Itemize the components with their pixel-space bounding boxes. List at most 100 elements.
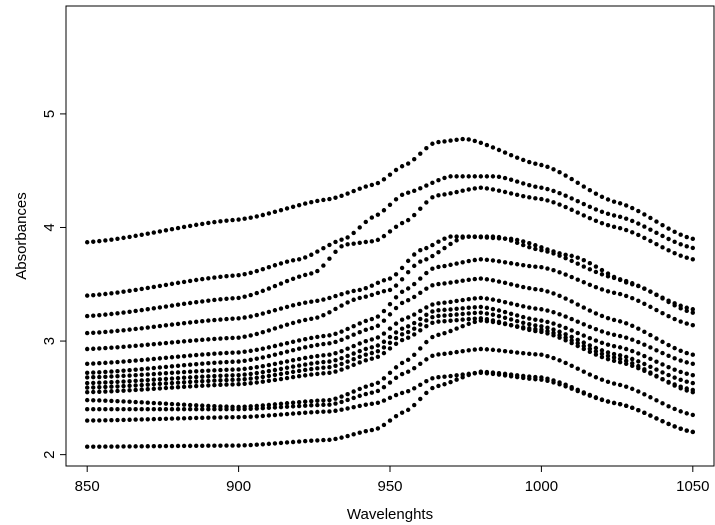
data-point-series-9 (460, 306, 465, 311)
data-point-series-11 (115, 388, 120, 394)
data-point-series-1 (278, 207, 284, 213)
data-point-series-4 (242, 315, 247, 320)
data-point-series-10 (393, 335, 399, 341)
data-point-series-15 (412, 402, 417, 408)
data-point-series-3 (260, 288, 266, 294)
data-point-series-7 (660, 339, 665, 345)
data-point-series-7 (327, 341, 332, 346)
data-point-series-6 (490, 258, 496, 263)
data-point-series-8 (133, 372, 138, 378)
data-point-series-6 (557, 270, 562, 275)
data-point-series-6 (278, 342, 284, 347)
data-point-series-7 (284, 349, 290, 354)
data-point-series-10 (115, 384, 120, 389)
data-point-series-2 (605, 211, 611, 217)
data-point-series-3 (121, 310, 126, 315)
data-point-series-2 (539, 185, 544, 190)
data-point-series-1 (557, 170, 562, 175)
data-point-series-6 (345, 326, 350, 332)
data-point-series-4 (436, 239, 441, 244)
data-point-series-7 (97, 370, 102, 375)
data-point-series-4 (127, 327, 132, 332)
data-point-series-13 (127, 407, 132, 412)
data-point-series-4 (224, 316, 229, 322)
data-point-series-8 (139, 372, 144, 377)
data-point-series-5 (581, 257, 586, 263)
data-point-series-7 (399, 300, 405, 306)
data-point-series-4 (121, 328, 126, 333)
data-point-series-15 (266, 441, 272, 447)
data-point-series-2 (587, 204, 593, 210)
data-point-series-8 (296, 356, 302, 362)
data-point-series-7 (684, 350, 689, 356)
y-tick-label: 2 (41, 450, 58, 458)
data-point-series-5 (484, 235, 490, 240)
data-point-series-3 (654, 241, 659, 247)
data-point-series-2 (121, 289, 126, 294)
data-point-series-2 (351, 230, 356, 236)
data-point-series-12 (587, 346, 593, 351)
data-point-series-15 (508, 372, 514, 377)
data-point-series-13 (666, 404, 671, 409)
data-point-series-14 (448, 373, 453, 379)
data-point-series-1 (357, 186, 362, 191)
data-point-series-14 (399, 390, 405, 396)
data-point-series-9 (103, 380, 108, 385)
data-point-series-7 (527, 286, 532, 291)
data-point-series-12 (478, 318, 484, 323)
data-point-series-11 (218, 382, 223, 388)
data-point-series-3 (212, 297, 217, 303)
data-point-series-9 (303, 362, 308, 367)
data-point-series-9 (181, 375, 187, 380)
data-point-series-2 (327, 242, 332, 248)
data-point-series-9 (684, 371, 689, 376)
data-point-series-9 (648, 356, 653, 362)
data-point-series-10 (242, 376, 247, 382)
data-point-series-12 (145, 400, 150, 405)
data-point-series-15 (133, 444, 138, 449)
data-point-series-7 (678, 348, 683, 353)
data-point-series-15 (290, 439, 296, 445)
data-point-series-8 (623, 335, 629, 340)
data-point-series-1 (212, 219, 217, 225)
data-point-series-1 (187, 223, 193, 229)
data-point-series-1 (321, 197, 326, 203)
data-point-series-9 (296, 363, 302, 368)
data-point-series-1 (206, 220, 211, 226)
data-point-series-12 (418, 346, 423, 351)
data-point-series-7 (224, 359, 229, 365)
data-point-series-7 (369, 325, 375, 331)
data-point-series-6 (387, 301, 393, 307)
data-point-series-1 (272, 209, 278, 215)
data-point-series-3 (533, 196, 538, 201)
data-point-series-1 (290, 204, 296, 209)
data-point-series-7 (630, 323, 635, 328)
data-point-series-4 (248, 314, 253, 319)
data-point-series-7 (418, 290, 423, 295)
data-point-series-11 (472, 316, 477, 321)
data-point-series-7 (145, 366, 150, 371)
data-point-series-10 (412, 326, 417, 331)
data-point-series-10 (272, 372, 278, 378)
data-point-series-13 (97, 407, 102, 412)
data-point-series-7 (103, 369, 108, 375)
data-point-series-4 (381, 278, 387, 283)
data-point-series-5 (623, 280, 629, 285)
data-point-series-4 (218, 317, 223, 322)
data-point-series-13 (448, 350, 453, 356)
data-point-series-12 (187, 402, 193, 408)
data-point-series-6 (121, 359, 126, 364)
data-point-series-2 (309, 252, 314, 257)
data-point-series-15 (321, 437, 326, 443)
data-point-series-4 (333, 293, 338, 299)
data-point-series-1 (430, 141, 435, 146)
data-point-series-10 (521, 320, 526, 325)
data-point-series-15 (194, 443, 199, 449)
data-point-series-7 (272, 352, 278, 357)
data-point-series-14 (254, 414, 259, 419)
data-point-series-2 (200, 276, 205, 282)
data-point-series-2 (405, 190, 411, 195)
data-point-series-10 (581, 340, 586, 345)
data-point-series-2 (545, 186, 550, 192)
data-point-series-12 (333, 396, 338, 401)
